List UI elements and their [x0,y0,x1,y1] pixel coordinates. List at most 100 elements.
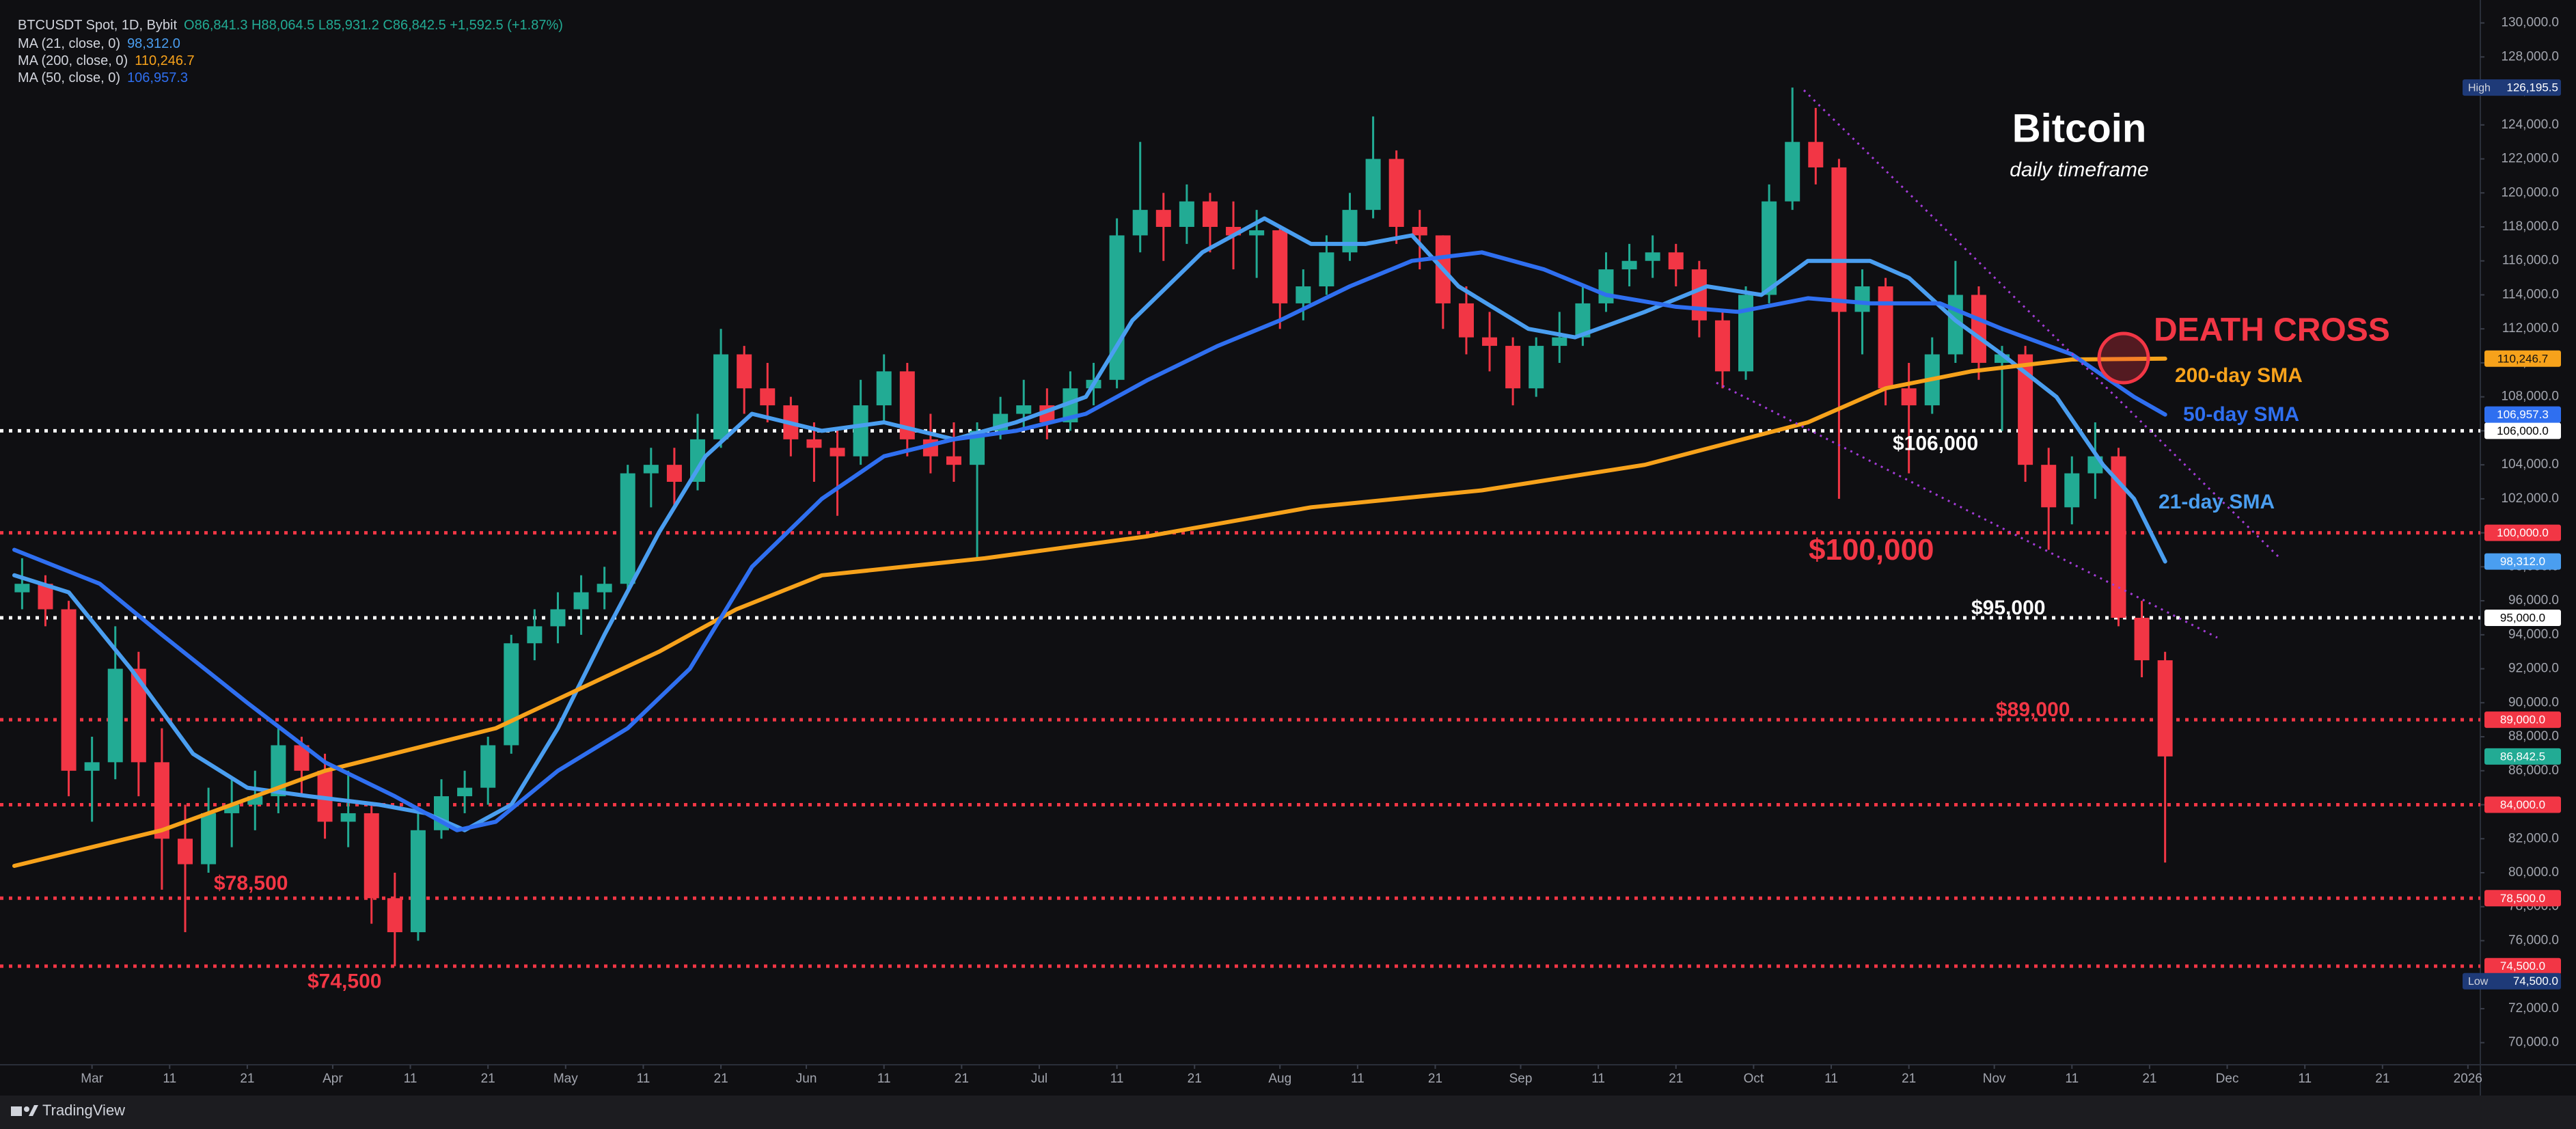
x-tick-label: 11 [2065,1072,2079,1086]
candle-body [294,745,310,771]
candle-body [876,371,892,406]
candle-body [61,609,77,771]
candle-body [830,448,845,457]
x-tick-label: 2026 [2454,1072,2482,1086]
level-badge-label: 100,000.0 [2497,526,2549,539]
candle-body [550,609,566,627]
candle-body [737,354,752,389]
moving-average-line [12,356,2167,868]
candle-body [2111,456,2126,618]
ohlc-values: O86,841.3 H88,064.5 L85,931.2 C86,842.5 … [184,18,563,33]
candle-body [2018,354,2033,465]
x-tick-label: 11 [637,1072,650,1086]
moving-average-line [12,216,2167,832]
x-tick-label: 21 [1188,1072,1202,1086]
candle-body [1714,320,1730,372]
y-tick-label: 86,000.0 [2508,763,2559,778]
text-layer: 70,000.072,000.074,000.076,000.078,000.0… [81,16,2561,1086]
candle-body [107,668,123,763]
level-badge [2484,524,2561,541]
candle-body [1575,303,1591,338]
candle-body [178,839,193,865]
candle-body [1738,295,1754,372]
tradingview-logo: TradingView [11,1102,125,1119]
x-tick-label: 21 [1902,1072,1916,1086]
y-tick-label: 104,000.0 [2501,457,2559,472]
chart-subheading: daily timeframe [2010,159,2148,181]
candle-body [38,584,53,610]
candle-body [1854,286,1870,312]
candle-body [410,830,426,933]
candle-body [1296,286,1311,303]
candle-body [666,465,682,482]
y-tick-label: 80,000.0 [2508,865,2559,880]
candle-body [806,439,822,448]
x-tick-label: 11 [404,1072,417,1086]
header-legend: BTCUSDT Spot, 1D, Bybit O86,841.3 H88,064… [18,18,563,33]
candle-body [387,898,402,933]
level-badge-label: 78,500.0 [2500,892,2545,905]
y-tick-label: 130,000.0 [2501,16,2559,30]
x-tick-label: May [553,1072,578,1086]
candle-body [1412,226,1427,236]
candle-body [899,371,915,439]
y-tick-label: 116,000.0 [2502,254,2559,268]
candle-body [597,584,612,593]
candle-body [1598,269,1614,303]
logo-mark [24,1106,29,1112]
level-badge-label: 95,000.0 [2500,611,2545,624]
low-marker [2463,972,2561,990]
candle-body [154,762,169,839]
symbol-title: BTCUSDT Spot, 1D, Bybit [18,18,177,33]
level-badge-label: 106,000.0 [2497,424,2549,437]
ma-label: 21-day SMA [2159,491,2275,513]
x-tick-label: 21 [1669,1072,1683,1086]
candle-body [2041,465,2057,508]
level-badge [2484,890,2561,907]
candle-body [84,762,100,771]
y-tick-label: 122,000.0 [2501,152,2559,166]
x-tick-label: Nov [1983,1072,2006,1086]
candle-body [457,787,473,797]
candle-body [1458,303,1474,338]
candle-body [14,584,30,593]
moving-average-line [12,250,2167,832]
candle-body [364,813,379,899]
candle-body [2157,660,2173,757]
x-tick-label: Oct [1744,1072,1764,1086]
level-badge-label: 74,500.0 [2500,960,2545,972]
candle-body [1505,346,1521,389]
candle-body [760,388,776,406]
candle-body [1785,141,1800,202]
y-tick-label: 120,000.0 [2501,185,2559,200]
low-marker-value: 74,500.0 [2513,975,2558,988]
level-badge-label: 89,000.0 [2500,713,2545,726]
candle-body [1063,388,1078,422]
x-tick-label: 11 [877,1072,891,1086]
y-tick-label: 124,000.0 [2501,118,2559,132]
level-badge [2484,422,2561,439]
high-marker-title: High [2468,82,2491,94]
candle-body [1482,337,1498,346]
legend-name: MA (50, close, 0) [18,70,120,85]
last-price-badge [2484,748,2561,765]
ma-badge-label: 110,246.7 [2497,352,2548,365]
candle-body [131,668,146,763]
candle-body [1668,252,1684,270]
candle-body [340,813,356,822]
y-tick-label: 108,000.0 [2501,390,2559,404]
x-tick-label: Mar [81,1072,103,1086]
footer-bar [0,1096,2576,1129]
x-tick-label: Aug [1268,1072,1291,1086]
candle-body [1621,260,1637,270]
candle-body [1691,269,1707,321]
trendline [1803,89,2282,560]
legend-value: 106,957.3 [127,70,188,85]
ma-badge [2484,350,2561,367]
level-label: $78,500 [214,872,288,895]
x-tick-label: 11 [163,1072,176,1086]
level-badge [2484,711,2561,729]
x-tick-label: 21 [481,1072,495,1086]
level-label: $95,000 [1971,597,2045,619]
candle-body [689,439,705,482]
